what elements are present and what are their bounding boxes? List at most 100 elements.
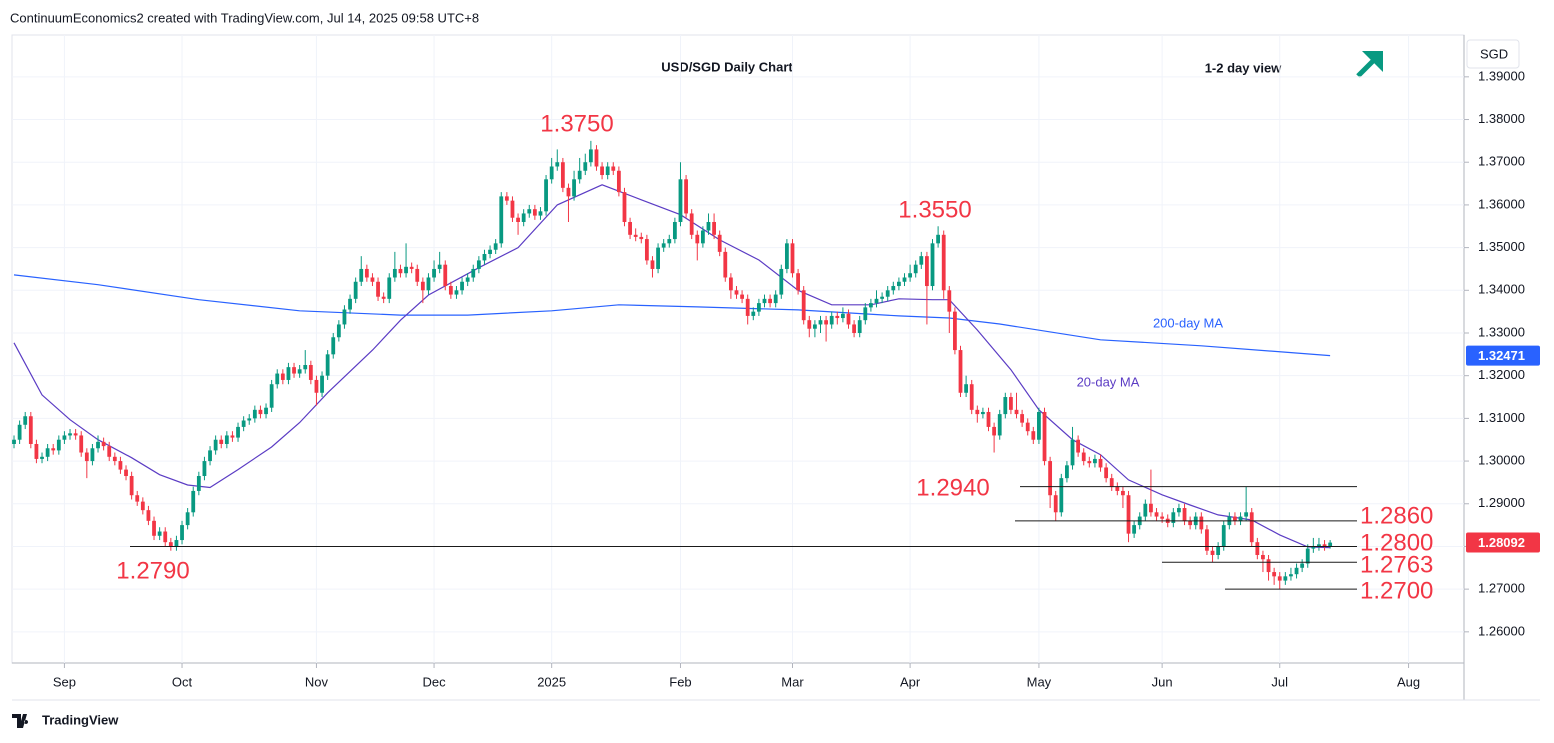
candle-body	[628, 221, 632, 235]
candle-body	[1160, 516, 1165, 519]
candle-body	[964, 384, 969, 393]
moving-average-line	[13, 274, 1331, 357]
candle-body	[925, 256, 929, 287]
candle-body	[432, 268, 436, 278]
x-tick-label: Oct	[172, 674, 193, 689]
candle-body	[12, 439, 16, 444]
candle-body	[168, 542, 173, 547]
candle-body	[236, 426, 240, 438]
x-tick-label: Sep	[53, 674, 76, 689]
candle-body	[292, 367, 296, 374]
y-tick-label: 1.34000	[1478, 282, 1525, 297]
candle-body	[857, 320, 862, 333]
candle-body	[482, 254, 487, 261]
candle-body	[1177, 508, 1181, 513]
y-tick-label: 1.29000	[1478, 495, 1525, 510]
candle-body	[68, 433, 72, 436]
candle-body	[308, 365, 313, 380]
candle-body	[1328, 542, 1333, 547]
candle-body	[852, 324, 856, 333]
candle-body	[152, 520, 156, 536]
view-label: 1-2 day view	[1205, 60, 1282, 75]
candle-body	[163, 531, 168, 543]
candle-body	[107, 446, 112, 457]
candle-body	[1115, 486, 1120, 491]
candle-body	[1104, 467, 1109, 479]
y-tick-label: 1.26000	[1478, 623, 1525, 638]
candle-body	[493, 243, 498, 250]
candle-body	[790, 243, 795, 274]
candle-body	[448, 286, 453, 295]
candle-body	[695, 234, 700, 244]
candle-body	[829, 315, 834, 325]
candle-body	[404, 266, 408, 274]
x-tick-label: Nov	[305, 674, 329, 689]
y-tick-label: 1.37000	[1478, 154, 1525, 169]
candle-body	[807, 320, 812, 329]
candle-body	[196, 476, 201, 491]
candle-body	[885, 290, 890, 297]
candle-body	[1009, 397, 1013, 410]
candle-body	[656, 247, 660, 269]
x-tick-label: Apr	[900, 674, 921, 689]
level-label: 1.2700	[1360, 577, 1433, 604]
price-annotation: 1.3750	[540, 110, 613, 137]
candle-body	[840, 313, 845, 319]
candle-body	[846, 313, 851, 325]
y-tick-label: 1.30000	[1478, 453, 1525, 468]
candle-body	[661, 243, 666, 248]
candle-body	[1048, 461, 1053, 496]
candle-body	[101, 441, 106, 447]
candle-body	[891, 286, 896, 291]
candle-body	[471, 268, 476, 278]
candle-body	[667, 239, 672, 244]
candle-body	[465, 277, 470, 282]
candle-body	[1154, 512, 1159, 517]
candle-body	[45, 448, 50, 457]
candle-body	[202, 461, 207, 477]
currency-box[interactable]	[1466, 39, 1520, 69]
candle-body	[712, 221, 716, 235]
y-tick-label: 1.39000	[1478, 68, 1525, 83]
candle-body	[1042, 411, 1047, 462]
candle-body	[1093, 458, 1097, 464]
y-tick-label: 1.36000	[1478, 196, 1525, 211]
candle-body	[398, 268, 403, 274]
candle-body	[768, 298, 772, 304]
candle-body	[241, 420, 246, 427]
candle-body	[773, 294, 778, 304]
candle-body	[1132, 525, 1137, 534]
candle-body	[1266, 559, 1271, 573]
tv-logo	[12, 714, 29, 728]
candle-body	[577, 170, 582, 180]
candle-body	[1081, 452, 1086, 462]
candle-body	[180, 525, 184, 541]
candle-body	[504, 196, 509, 201]
candle-body	[280, 373, 285, 380]
candle-body	[745, 298, 750, 316]
candle-body	[880, 296, 885, 299]
candle-body	[616, 170, 621, 193]
candle-body	[135, 495, 140, 502]
currency[interactable]: SGD	[1480, 46, 1508, 61]
brand: TradingView	[42, 712, 119, 727]
candle-body	[566, 187, 571, 197]
candle-body	[756, 303, 761, 312]
candle-body	[1003, 397, 1008, 415]
candle-body	[605, 166, 610, 176]
candle-body	[17, 424, 22, 440]
candle-body	[258, 409, 263, 415]
candle-body	[975, 409, 980, 415]
candle-body	[700, 230, 705, 244]
candle-body	[415, 268, 420, 282]
candle-body	[555, 162, 560, 167]
price-label: 1.28092	[1478, 535, 1525, 550]
candle-body	[728, 277, 733, 291]
candle-body	[409, 266, 414, 269]
candle-body	[639, 236, 644, 240]
candle-body	[297, 369, 302, 374]
candle-body	[600, 166, 604, 176]
candle-body	[717, 234, 722, 252]
level-label: 1.2800	[1360, 529, 1433, 556]
candle-body	[443, 264, 448, 287]
